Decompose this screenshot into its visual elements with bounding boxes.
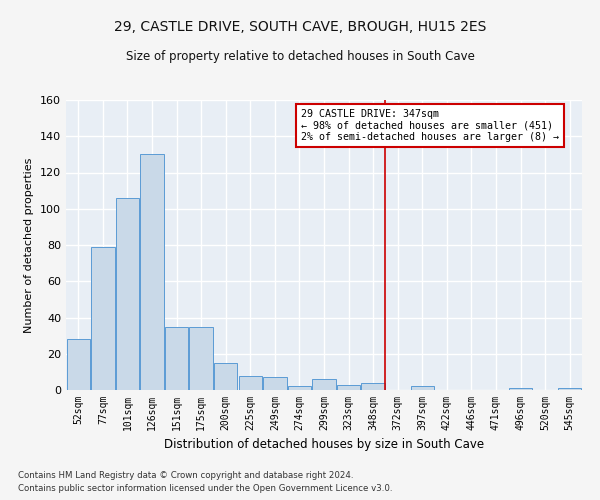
Text: 29 CASTLE DRIVE: 347sqm
← 98% of detached houses are smaller (451)
2% of semi-de: 29 CASTLE DRIVE: 347sqm ← 98% of detache… <box>301 108 559 142</box>
Bar <box>313 379 335 390</box>
Bar <box>116 198 139 390</box>
Text: Contains HM Land Registry data © Crown copyright and database right 2024.: Contains HM Land Registry data © Crown c… <box>18 470 353 480</box>
Bar <box>214 363 238 390</box>
Bar <box>361 383 385 390</box>
Bar <box>288 386 311 390</box>
Bar <box>239 376 262 390</box>
Bar <box>263 378 287 390</box>
Text: 29, CASTLE DRIVE, SOUTH CAVE, BROUGH, HU15 2ES: 29, CASTLE DRIVE, SOUTH CAVE, BROUGH, HU… <box>114 20 486 34</box>
Bar <box>165 326 188 390</box>
Bar <box>337 384 360 390</box>
Bar <box>91 247 115 390</box>
Bar <box>190 326 213 390</box>
Bar <box>67 339 90 390</box>
Text: Contains public sector information licensed under the Open Government Licence v3: Contains public sector information licen… <box>18 484 392 493</box>
Bar <box>140 154 164 390</box>
X-axis label: Distribution of detached houses by size in South Cave: Distribution of detached houses by size … <box>164 438 484 452</box>
Text: Size of property relative to detached houses in South Cave: Size of property relative to detached ho… <box>125 50 475 63</box>
Bar <box>558 388 581 390</box>
Y-axis label: Number of detached properties: Number of detached properties <box>25 158 34 332</box>
Bar <box>410 386 434 390</box>
Bar <box>509 388 532 390</box>
